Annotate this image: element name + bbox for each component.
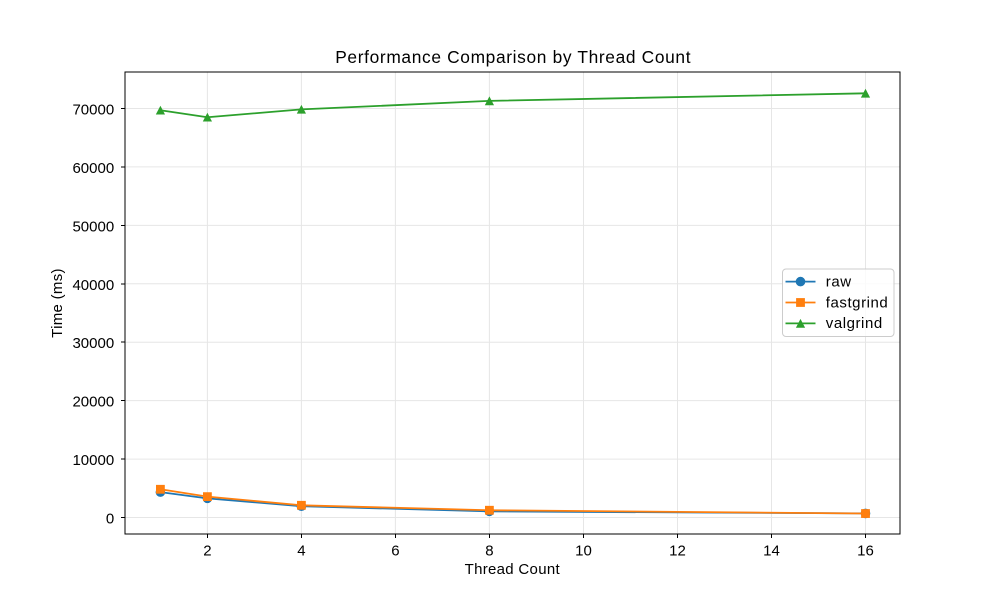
svg-text:60000: 60000: [72, 160, 114, 177]
svg-text:12: 12: [669, 542, 686, 559]
svg-text:Time (ms): Time (ms): [49, 268, 66, 338]
svg-text:8: 8: [485, 542, 493, 559]
svg-text:0: 0: [106, 511, 114, 528]
svg-text:16: 16: [857, 542, 874, 559]
svg-text:70000: 70000: [72, 102, 114, 119]
svg-text:4: 4: [297, 542, 305, 559]
svg-text:fastgrind: fastgrind: [826, 294, 888, 311]
svg-text:10000: 10000: [72, 452, 114, 469]
svg-text:2: 2: [203, 542, 211, 559]
svg-text:6: 6: [391, 542, 399, 559]
svg-text:20000: 20000: [72, 394, 114, 411]
svg-text:raw: raw: [826, 273, 852, 290]
svg-text:14: 14: [763, 542, 780, 559]
svg-text:valgrind: valgrind: [826, 315, 883, 332]
svg-text:Performance Comparison by Thre: Performance Comparison by Thread Count: [335, 47, 691, 67]
svg-text:10: 10: [575, 542, 592, 559]
svg-text:Thread Count: Thread Count: [465, 561, 561, 578]
svg-text:30000: 30000: [72, 335, 114, 352]
svg-text:50000: 50000: [72, 218, 114, 235]
svg-text:40000: 40000: [72, 277, 114, 294]
